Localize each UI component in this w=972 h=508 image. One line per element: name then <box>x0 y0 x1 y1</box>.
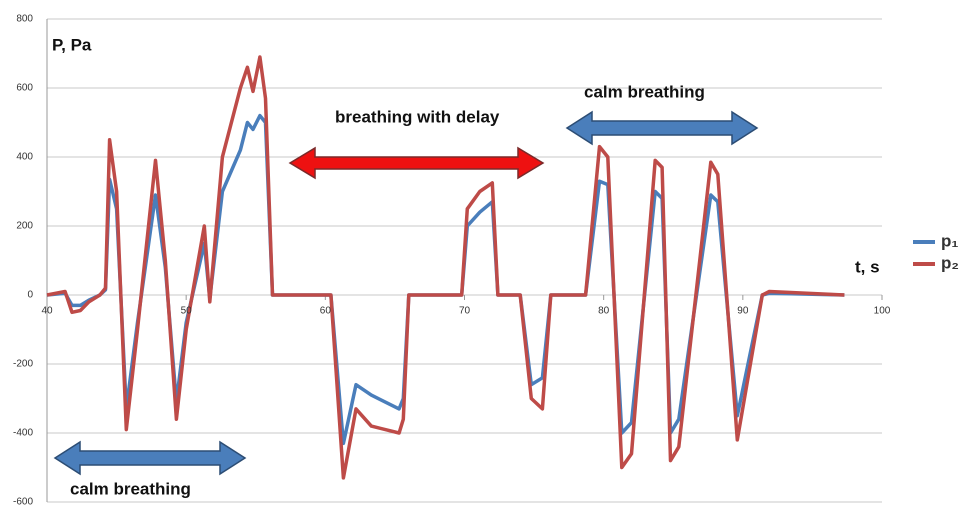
legend-label: p₂ <box>941 253 959 272</box>
y-axis-label: P, Pa <box>52 35 92 54</box>
x-tick-label: 50 <box>181 306 193 317</box>
arrow-blue <box>53 440 247 476</box>
y-tick-label: 600 <box>16 83 33 94</box>
legend-label: p₁ <box>941 231 958 250</box>
x-tick-label: 70 <box>459 306 471 317</box>
annotation: calm breathing <box>70 479 191 498</box>
line-series <box>46 55 845 480</box>
x-axis-label: t, s <box>855 257 880 276</box>
y-tick-label: 800 <box>16 14 33 25</box>
x-tick-label: 80 <box>598 306 610 317</box>
lines <box>46 55 845 480</box>
x-tick-label: 40 <box>41 306 53 317</box>
annotation: breathing with delay <box>335 107 500 126</box>
y-tick-label: 0 <box>27 290 33 301</box>
y-tick-label: -200 <box>13 359 33 370</box>
x-tick-label: 90 <box>737 306 749 317</box>
arrow-blue <box>565 110 759 146</box>
x-tick-label: 60 <box>320 306 332 317</box>
arrow-red <box>288 146 545 180</box>
y-tick-label: 400 <box>16 152 33 163</box>
annotation: calm breathing <box>584 82 705 101</box>
y-tick-label: -400 <box>13 428 33 439</box>
x-tick-label: 100 <box>874 306 891 317</box>
y-tick-label: -600 <box>13 497 33 508</box>
y-tick-label: 200 <box>16 221 33 232</box>
